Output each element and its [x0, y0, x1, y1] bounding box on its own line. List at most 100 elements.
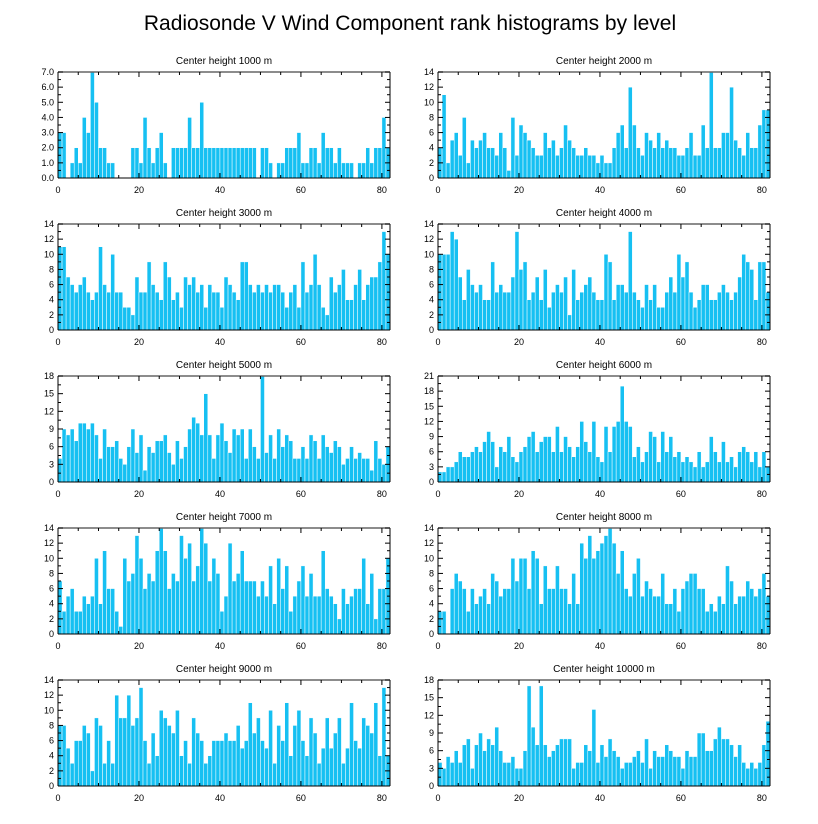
- bar: [227, 284, 233, 331]
- x-tick-label: 20: [514, 641, 524, 651]
- bar: [65, 276, 71, 331]
- bar: [611, 147, 617, 179]
- bar: [672, 456, 678, 483]
- bar: [207, 434, 213, 483]
- x-tick-label: 0: [435, 641, 440, 651]
- bar: [688, 291, 694, 331]
- bar-series: [57, 71, 391, 179]
- bar: [77, 611, 83, 635]
- bar: [534, 744, 540, 787]
- bar: [462, 744, 467, 787]
- bar: [611, 542, 617, 635]
- y-tick-label: 6: [49, 584, 54, 594]
- bar: [445, 466, 451, 483]
- bar: [239, 147, 245, 179]
- bar: [252, 446, 257, 483]
- bar-series: [57, 231, 391, 331]
- x-tick-label: 60: [676, 337, 686, 347]
- bar: [514, 580, 520, 635]
- bar: [61, 428, 67, 483]
- bar: [470, 588, 475, 635]
- bar: [150, 284, 156, 331]
- bar: [235, 573, 241, 635]
- bar: [179, 307, 184, 331]
- bar: [526, 299, 532, 331]
- bar: [522, 132, 528, 179]
- bar: [195, 732, 200, 787]
- bar: [122, 307, 128, 331]
- bar: [312, 254, 318, 331]
- bar: [106, 446, 111, 483]
- panel-title: Center height 7000 m: [176, 512, 272, 523]
- bar: [349, 446, 354, 483]
- bar: [381, 588, 387, 635]
- bar: [656, 307, 661, 331]
- bar: [478, 595, 483, 635]
- bar: [644, 580, 649, 635]
- bar: [276, 558, 281, 635]
- bar: [709, 603, 714, 635]
- bar: [219, 422, 225, 483]
- bar: [252, 147, 257, 179]
- bar: [595, 162, 601, 179]
- bar: [745, 132, 751, 179]
- bar: [142, 740, 148, 787]
- bar: [599, 744, 605, 787]
- bar: [656, 132, 661, 179]
- bar: [203, 763, 209, 787]
- bar: [547, 756, 552, 787]
- bar: [704, 284, 710, 331]
- y-tick-label: 8: [49, 720, 54, 730]
- bar: [684, 147, 690, 179]
- bar: [526, 685, 532, 787]
- x-tick-label: 20: [514, 337, 524, 347]
- bar: [304, 595, 310, 635]
- bar: [449, 762, 455, 787]
- bar: [534, 558, 540, 635]
- bar: [668, 750, 674, 787]
- bar: [300, 261, 306, 331]
- bar: [534, 155, 540, 179]
- y-tick-label: 12: [424, 416, 434, 426]
- bar: [543, 565, 548, 635]
- bar: [607, 527, 613, 635]
- bar: [215, 573, 221, 635]
- bar: [57, 458, 63, 483]
- bar: [474, 603, 479, 635]
- bar: [453, 238, 459, 331]
- bar: [158, 710, 164, 787]
- bar: [753, 595, 759, 635]
- bar: [268, 710, 273, 787]
- bar: [737, 451, 742, 483]
- bar: [733, 139, 738, 179]
- bar: [672, 147, 678, 179]
- x-tick-label: 60: [296, 793, 306, 803]
- bar: [437, 471, 443, 483]
- bar: [652, 436, 657, 483]
- bar: [591, 558, 597, 635]
- bar: [296, 710, 302, 787]
- bar: [684, 750, 690, 787]
- x-tick-label: 80: [377, 489, 387, 499]
- bar: [478, 139, 483, 179]
- bar: [365, 147, 371, 179]
- bar: [518, 451, 524, 483]
- bar: [223, 147, 229, 179]
- bar: [215, 147, 221, 179]
- bar: [717, 291, 722, 331]
- bar: [154, 550, 160, 635]
- x-tick-label: 60: [676, 793, 686, 803]
- bar: [280, 291, 285, 331]
- bar: [280, 162, 285, 179]
- bar: [260, 291, 265, 331]
- bar: [696, 451, 702, 483]
- bar: [636, 147, 641, 179]
- bar: [563, 276, 568, 331]
- bar: [94, 102, 99, 179]
- bar: [547, 307, 552, 331]
- bar: [721, 284, 726, 331]
- histogram-panel: Center height 7000 m 0 20 40 60 80 0 2 4 6 8 10 12 14: [44, 512, 391, 651]
- bar: [365, 603, 371, 635]
- bar: [61, 611, 67, 635]
- bar: [538, 299, 544, 331]
